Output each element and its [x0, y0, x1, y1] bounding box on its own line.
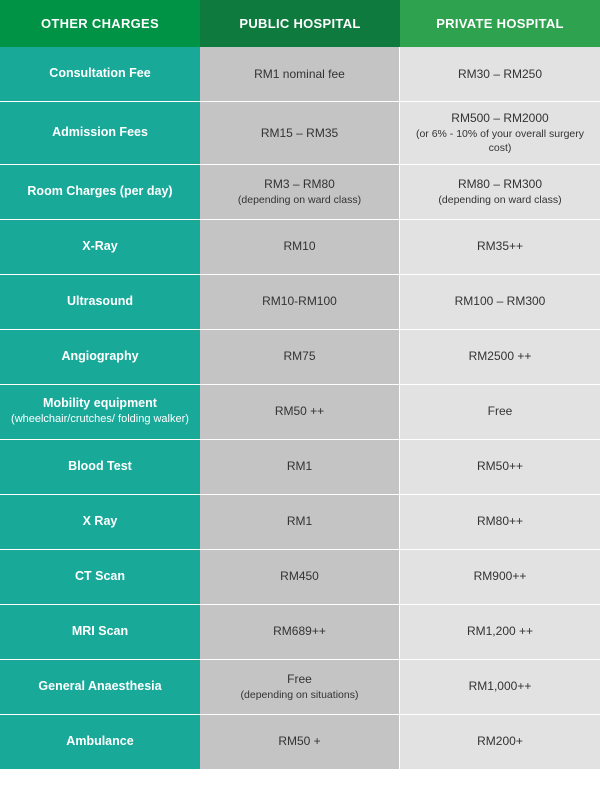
- private-hospital-value: RM200+: [400, 715, 600, 770]
- cell-text: RM450: [280, 568, 319, 584]
- public-hospital-value: RM450: [200, 550, 400, 605]
- header-other-charges: OTHER CHARGES: [0, 0, 200, 47]
- row-label-text: Angiography: [61, 349, 138, 365]
- row-label-text: Admission Fees: [52, 125, 148, 141]
- row-label: Consultation Fee: [0, 47, 200, 102]
- row-label: Admission Fees: [0, 102, 200, 165]
- private-hospital-value: RM1,200 ++: [400, 605, 600, 660]
- cell-text: RM50 +: [278, 733, 320, 749]
- header-private-hospital: PRIVATE HOSPITAL: [400, 0, 600, 47]
- private-hospital-value: RM30 – RM250: [400, 47, 600, 102]
- row-label: Blood Test: [0, 440, 200, 495]
- private-hospital-value: RM2500 ++: [400, 330, 600, 385]
- private-hospital-value: RM900++: [400, 550, 600, 605]
- cell-text: RM200+: [477, 733, 523, 749]
- row-label-text: Room Charges (per day): [27, 184, 172, 200]
- public-hospital-value: RM1 nominal fee: [200, 47, 400, 102]
- cell-text: RM10: [283, 238, 315, 254]
- cell-text: RM30 – RM250: [458, 66, 542, 82]
- public-hospital-value: Free(depending on situations): [200, 660, 400, 715]
- cell-text: RM1,000++: [469, 678, 532, 694]
- cell-text: Free: [287, 671, 312, 687]
- cell-text: Free: [488, 403, 513, 419]
- cell-text: RM900++: [474, 568, 527, 584]
- public-hospital-value: RM3 – RM80(depending on ward class): [200, 165, 400, 220]
- cell-text: RM15 – RM35: [261, 125, 338, 141]
- private-hospital-value: RM1,000++: [400, 660, 600, 715]
- cell-text: RM75: [283, 348, 315, 364]
- cell-text: RM80 – RM300: [458, 176, 542, 192]
- public-hospital-value: RM15 – RM35: [200, 102, 400, 165]
- cell-text: RM50++: [477, 458, 523, 474]
- private-hospital-value: RM500 – RM2000(or 6% - 10% of your overa…: [400, 102, 600, 165]
- row-label-text: Ultrasound: [67, 294, 133, 310]
- public-hospital-value: RM1: [200, 440, 400, 495]
- cell-text: RM50 ++: [275, 403, 324, 419]
- cell-text: RM1: [287, 513, 312, 529]
- row-label: CT Scan: [0, 550, 200, 605]
- cell-subtext: (depending on ward class): [238, 193, 361, 207]
- public-hospital-value: RM10: [200, 220, 400, 275]
- cell-text: RM689++: [273, 623, 326, 639]
- row-label-text: X-Ray: [82, 239, 117, 255]
- private-hospital-value: RM80 – RM300(depending on ward class): [400, 165, 600, 220]
- private-hospital-value: RM35++: [400, 220, 600, 275]
- cell-text: RM1: [287, 458, 312, 474]
- row-label: Room Charges (per day): [0, 165, 200, 220]
- row-label: Ultrasound: [0, 275, 200, 330]
- public-hospital-value: RM75: [200, 330, 400, 385]
- row-label-text: Ambulance: [66, 734, 133, 750]
- cell-text: RM1,200 ++: [467, 623, 533, 639]
- cell-subtext: (depending on ward class): [438, 193, 561, 207]
- cell-text: RM1 nominal fee: [254, 66, 345, 82]
- row-label: Mobility equipment(wheelchair/crutches/ …: [0, 385, 200, 440]
- row-label: X Ray: [0, 495, 200, 550]
- row-label: Ambulance: [0, 715, 200, 770]
- private-hospital-value: Free: [400, 385, 600, 440]
- row-label-sub: (wheelchair/crutches/ folding walker): [11, 413, 189, 427]
- row-label-text: CT Scan: [75, 569, 125, 585]
- row-label: X-Ray: [0, 220, 200, 275]
- cell-text: RM80++: [477, 513, 523, 529]
- public-hospital-value: RM50 ++: [200, 385, 400, 440]
- public-hospital-value: RM10-RM100: [200, 275, 400, 330]
- row-label-text: Blood Test: [68, 459, 132, 475]
- cell-text: RM100 – RM300: [455, 293, 546, 309]
- row-label: Angiography: [0, 330, 200, 385]
- public-hospital-value: RM50 +: [200, 715, 400, 770]
- row-label-text: MRI Scan: [72, 624, 128, 640]
- row-label: MRI Scan: [0, 605, 200, 660]
- private-hospital-value: RM80++: [400, 495, 600, 550]
- cell-text: RM2500 ++: [469, 348, 532, 364]
- private-hospital-value: RM100 – RM300: [400, 275, 600, 330]
- charges-comparison-table: OTHER CHARGES PUBLIC HOSPITAL PRIVATE HO…: [0, 0, 600, 770]
- header-public-hospital: PUBLIC HOSPITAL: [200, 0, 400, 47]
- cell-text: RM35++: [477, 238, 523, 254]
- private-hospital-value: RM50++: [400, 440, 600, 495]
- row-label-text: X Ray: [83, 514, 118, 530]
- cell-subtext: (depending on situations): [241, 688, 359, 702]
- cell-text: RM10-RM100: [262, 293, 337, 309]
- cell-subtext: (or 6% - 10% of your overall surgery cos…: [410, 127, 590, 155]
- cell-text: RM3 – RM80: [264, 176, 335, 192]
- row-label-text: General Anaesthesia: [38, 679, 161, 695]
- row-label-text: Mobility equipment: [43, 396, 157, 412]
- cell-text: RM500 – RM2000: [451, 110, 548, 126]
- row-label-text: Consultation Fee: [49, 66, 150, 82]
- public-hospital-value: RM689++: [200, 605, 400, 660]
- public-hospital-value: RM1: [200, 495, 400, 550]
- row-label: General Anaesthesia: [0, 660, 200, 715]
